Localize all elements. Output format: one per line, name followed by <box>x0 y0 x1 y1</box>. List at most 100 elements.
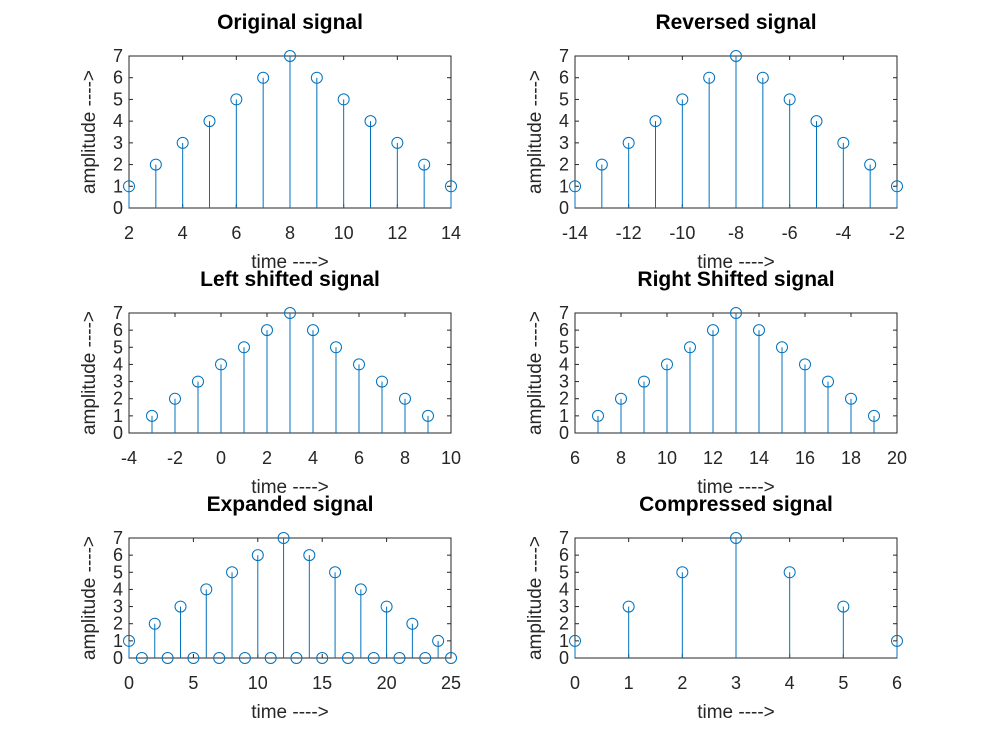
stem-marker <box>753 324 765 337</box>
stem-marker <box>337 93 350 106</box>
x-tick-label: 6 <box>570 448 580 468</box>
stem-marker <box>330 341 342 354</box>
stem-marker <box>380 600 393 613</box>
stem-marker <box>891 634 903 647</box>
stem-marker <box>730 307 742 319</box>
y-tick-label: 2 <box>113 614 123 634</box>
y-tick-label: 2 <box>559 614 569 634</box>
y-tick-label: 0 <box>559 648 569 668</box>
x-tick-label: 3 <box>731 673 741 693</box>
stem-marker <box>316 652 329 664</box>
stem-marker <box>149 158 162 171</box>
y-axis-label: amplitude ----> <box>79 311 100 435</box>
y-axis-label: amplitude ----> <box>525 536 546 660</box>
y-tick-label: 4 <box>113 354 123 374</box>
stem-marker <box>837 600 850 613</box>
y-tick-label: 4 <box>559 579 569 599</box>
stem-marker <box>569 180 581 193</box>
y-tick-label: 3 <box>113 597 123 617</box>
stem-marker <box>799 358 811 371</box>
stem-marker <box>251 549 264 562</box>
stem-marker <box>192 375 204 388</box>
y-tick-label: 3 <box>559 372 569 392</box>
y-tick-label: 5 <box>559 89 569 109</box>
stem-marker <box>622 600 635 613</box>
stem-marker <box>277 532 290 544</box>
y-tick-label: 3 <box>113 372 123 392</box>
stem-marker <box>161 652 174 664</box>
x-axis-label: time ----> <box>697 252 775 273</box>
y-tick-label: 6 <box>113 68 123 88</box>
stem-marker <box>622 136 635 149</box>
stem-marker <box>215 358 227 371</box>
stem-marker <box>393 652 406 664</box>
stem-marker <box>364 115 377 128</box>
x-tick-label: 12 <box>387 223 407 243</box>
stem-marker <box>367 652 380 664</box>
x-tick-label: -4 <box>835 223 851 243</box>
y-tick-label: 5 <box>113 562 123 582</box>
stem-marker <box>406 617 419 630</box>
x-axis-label: time ----> <box>697 702 775 723</box>
stem-marker <box>676 93 689 106</box>
y-tick-label: 7 <box>559 46 569 66</box>
y-axis-label: amplitude ----> <box>525 311 546 435</box>
stem-marker <box>307 324 319 337</box>
x-tick-label: 8 <box>616 448 626 468</box>
x-tick-label: 4 <box>178 223 188 243</box>
stem-marker <box>707 324 719 337</box>
y-tick-label: 5 <box>559 337 569 357</box>
plot-title: Expanded signal <box>207 493 374 516</box>
x-tick-label: 14 <box>441 223 461 243</box>
stem-marker <box>123 180 135 193</box>
x-tick-label: 2 <box>262 448 272 468</box>
y-tick-label: 0 <box>559 198 569 218</box>
y-tick-label: 7 <box>113 528 123 548</box>
plot-title: Original signal <box>217 11 363 34</box>
plot-title: Reversed signal <box>655 11 816 34</box>
y-tick-label: 5 <box>559 562 569 582</box>
stem-marker <box>238 341 250 354</box>
stem-marker <box>418 158 431 171</box>
stem-marker <box>261 324 273 337</box>
stem-marker <box>783 566 796 579</box>
y-tick-label: 3 <box>559 597 569 617</box>
stem-marker <box>569 634 581 647</box>
x-tick-label: -2 <box>889 223 905 243</box>
stem-marker <box>419 652 432 664</box>
x-tick-label: 4 <box>785 673 795 693</box>
stem-marker <box>868 409 880 422</box>
stem-marker <box>284 50 296 62</box>
x-tick-label: -8 <box>728 223 744 243</box>
stem-marker <box>595 158 608 171</box>
stem-marker <box>864 158 877 171</box>
x-tick-label: 8 <box>285 223 295 243</box>
y-tick-label: 0 <box>559 423 569 443</box>
y-tick-label: 0 <box>113 423 123 443</box>
x-axis-label: time ----> <box>251 477 329 498</box>
y-axis-label: amplitude ----> <box>79 70 100 194</box>
x-tick-label: 10 <box>441 448 461 468</box>
x-tick-label: 1 <box>624 673 634 693</box>
y-tick-label: 4 <box>113 579 123 599</box>
stem-marker <box>615 392 627 405</box>
stem-marker <box>422 409 434 422</box>
y-axis-label: amplitude ----> <box>525 70 546 194</box>
y-tick-label: 4 <box>559 111 569 131</box>
y-tick-label: 1 <box>559 631 569 651</box>
y-tick-label: 3 <box>559 133 569 153</box>
stem-marker <box>891 180 903 193</box>
stem-marker <box>776 341 788 354</box>
y-tick-label: 4 <box>113 111 123 131</box>
y-tick-label: 5 <box>113 89 123 109</box>
stem-marker <box>684 341 696 354</box>
x-tick-label: -10 <box>669 223 695 243</box>
x-tick-label: 16 <box>795 448 815 468</box>
x-tick-label: 15 <box>312 673 332 693</box>
stem-marker <box>123 634 135 647</box>
y-tick-label: 2 <box>113 155 123 175</box>
x-tick-label: 0 <box>124 673 134 693</box>
